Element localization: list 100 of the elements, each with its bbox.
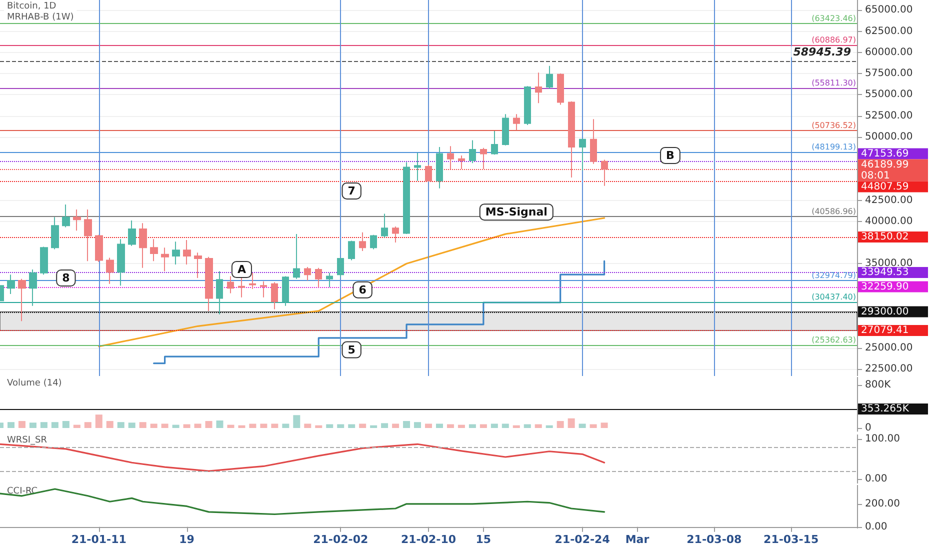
candlestick — [447, 146, 454, 170]
ref-line-label: 29300.00 — [861, 306, 909, 318]
bar — [227, 424, 234, 428]
bar — [161, 424, 168, 428]
candlestick — [95, 234, 103, 262]
candlestick — [128, 220, 136, 246]
chart-title: WRSI_SR — [7, 436, 47, 446]
bar — [392, 424, 400, 428]
candlestick — [502, 114, 509, 146]
bar — [95, 414, 102, 428]
bar — [315, 425, 322, 428]
candlestick — [161, 247, 169, 272]
bar — [271, 424, 278, 428]
candlestick — [315, 267, 322, 288]
candlestick — [480, 147, 487, 170]
candlestick — [546, 65, 553, 90]
bar — [216, 420, 224, 428]
bar — [370, 425, 378, 428]
y-tick-label: 55000.00 — [865, 89, 913, 100]
ref-line-label: (30437.40) — [812, 292, 856, 302]
candlestick — [579, 138, 586, 172]
bar — [458, 424, 465, 428]
bar — [172, 424, 180, 428]
candlestick — [172, 241, 180, 265]
bar — [282, 424, 290, 428]
candlestick — [293, 234, 300, 280]
bar — [150, 424, 158, 428]
candlestick — [359, 232, 366, 252]
candlestick — [469, 140, 476, 164]
bar — [62, 421, 70, 428]
y-tick-label: 60000.00 — [865, 46, 913, 58]
x-tick-label: 21-01-11 — [71, 533, 126, 546]
bar — [381, 423, 388, 428]
ref-line-label: (63423.46) — [812, 14, 856, 23]
y-tick-label: 65000.00 — [865, 4, 913, 16]
bar — [337, 424, 344, 428]
candlestick — [348, 240, 355, 261]
y-tick-label: 62500.00 — [865, 26, 913, 37]
candlestick — [458, 154, 465, 170]
bar — [359, 424, 366, 428]
x-tick-label: 15 — [476, 533, 492, 546]
chart-title: Bitcoin, 1D — [7, 2, 56, 12]
candlestick — [40, 246, 48, 276]
y-tick-label: 100.00 — [865, 433, 900, 444]
candlestick — [557, 73, 564, 106]
ref-line-label: (55811.30) — [812, 78, 856, 88]
line-series — [98, 217, 606, 348]
bar — [326, 424, 334, 428]
candlestick — [535, 72, 542, 104]
candlestick — [194, 252, 202, 278]
chart-title: CCI-RC — [7, 486, 38, 496]
bar — [194, 424, 202, 428]
candlestick — [73, 209, 81, 232]
candlestick — [117, 238, 125, 286]
bar — [512, 425, 520, 428]
ref-line-label: (48199.13) — [812, 142, 856, 152]
bar — [590, 424, 597, 428]
bar — [524, 424, 531, 428]
candlestick — [524, 86, 531, 126]
annotation: MS-Signal — [485, 206, 548, 219]
candlestick — [392, 226, 399, 243]
bar — [29, 422, 36, 428]
candlestick — [414, 152, 421, 182]
ref-line-label: 27079.41 — [861, 325, 909, 336]
bar — [117, 422, 124, 428]
line-series — [0, 443, 606, 472]
x-tick-label: 21-02-02 — [313, 533, 368, 546]
bar — [446, 424, 454, 428]
candlestick — [51, 216, 59, 250]
annotation: 8 — [62, 271, 70, 284]
bar — [128, 422, 136, 428]
candlestick — [238, 276, 245, 298]
bar — [106, 421, 114, 428]
ref-line-label: 38150.02 — [861, 232, 909, 243]
y-tick-label: 40000.00 — [865, 216, 913, 227]
annotation: 7 — [348, 184, 356, 198]
y-tick-label: 22500.00 — [865, 364, 913, 375]
bar — [502, 424, 509, 428]
candlestick — [304, 266, 311, 282]
candlestick — [601, 159, 608, 186]
candlestick — [436, 146, 443, 189]
candlestick — [568, 100, 575, 178]
bar — [414, 422, 422, 428]
candlestick — [150, 238, 158, 262]
ref-line-label: 32259.90 — [861, 281, 909, 292]
bar — [205, 421, 212, 428]
ref-line-label: (25362.63) — [812, 336, 856, 345]
line-series — [0, 488, 606, 516]
y-tick-label: 0.00 — [865, 521, 888, 532]
annotation: 5 — [348, 343, 356, 356]
candlestick — [491, 130, 498, 156]
bar — [139, 422, 146, 428]
candlestick — [205, 256, 213, 312]
candlestick — [106, 257, 114, 284]
bar — [546, 425, 553, 428]
bar — [293, 415, 300, 428]
ref-line-label: 33949.53 — [861, 267, 909, 278]
bar — [348, 424, 356, 428]
ref-line-label: 58945.39 — [793, 45, 852, 58]
ref-line-label: (32974.79) — [812, 271, 856, 280]
